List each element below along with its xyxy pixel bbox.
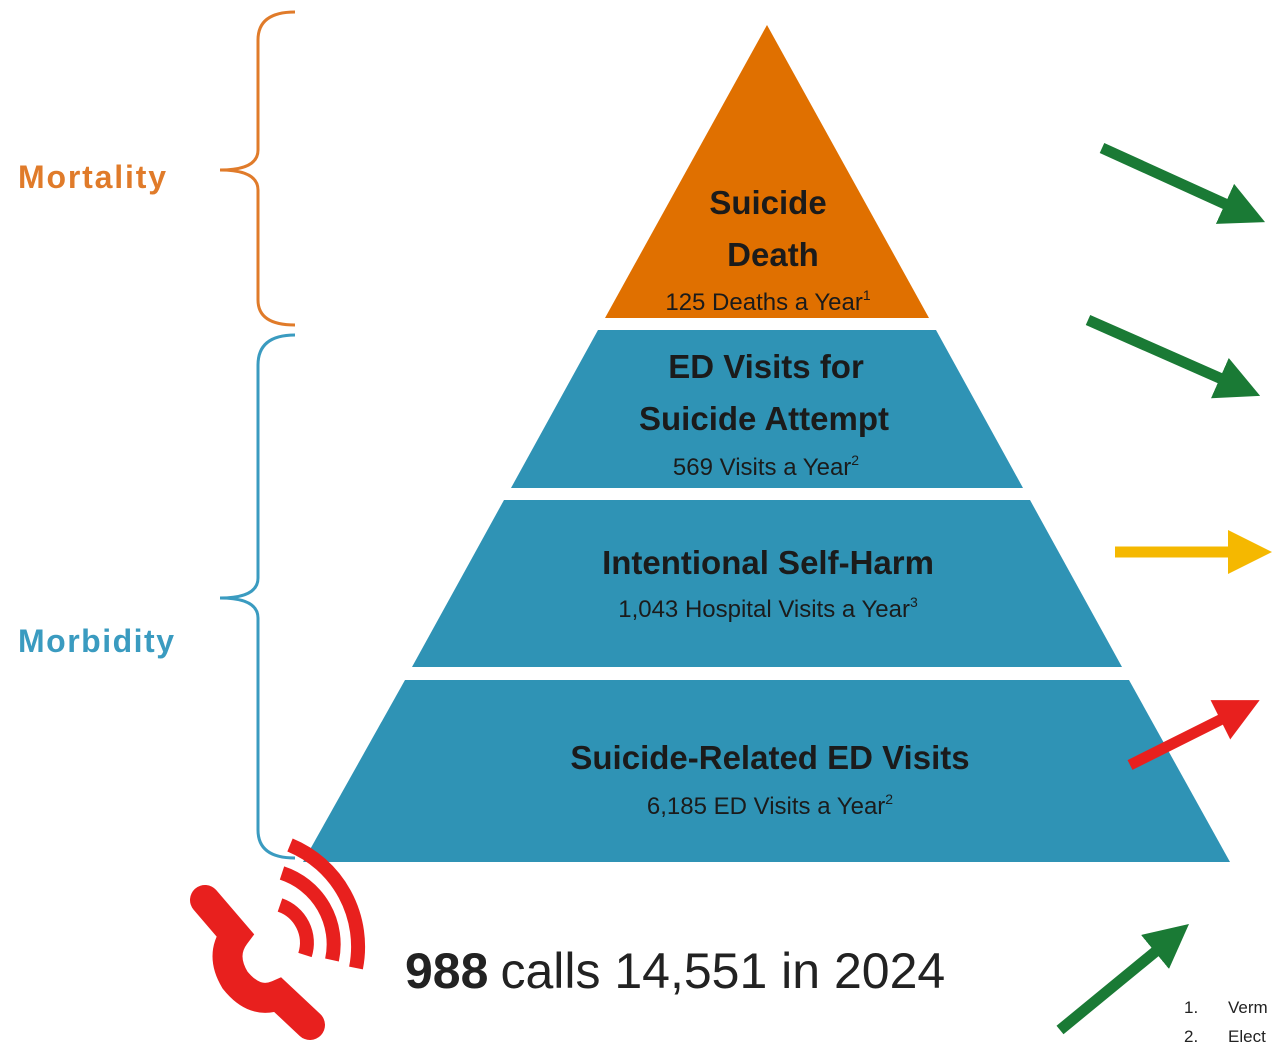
tier-title: Suicide — [709, 184, 826, 221]
trend-arrow — [1085, 314, 1261, 399]
bracket — [219, 333, 296, 860]
trend-arrow — [1099, 142, 1266, 224]
detail-text: 6,185 ED Visits a Year — [647, 793, 885, 820]
note: 3 — [910, 594, 918, 610]
callout-text: calls 14,551 in 2024 — [500, 943, 945, 999]
footnote-text: Verm — [1228, 998, 1268, 1017]
bracket-label: Mortality — [18, 159, 166, 195]
footnote-text: Elect — [1228, 1027, 1266, 1046]
tier-title: ED Visits for — [668, 348, 864, 385]
detail-text: 1,043 Hospital Visits a Year — [618, 596, 910, 623]
tier-shape — [605, 25, 929, 318]
note: 1 — [863, 287, 871, 303]
note: 2 — [851, 452, 859, 468]
detail-text: 125 Deaths a Year — [665, 289, 863, 316]
footnote-number: 2. — [1184, 1027, 1198, 1046]
tier-detail: 6,185 ED Visits a Year2 — [647, 791, 893, 820]
tier-title: Suicide Attempt — [639, 400, 889, 437]
bracket — [219, 10, 296, 327]
phone-icon — [190, 838, 366, 1040]
tier-shape — [511, 330, 1023, 488]
bracket-label: Morbidity — [18, 623, 174, 659]
trend-arrow — [1056, 924, 1189, 1035]
tier-detail: 125 Deaths a Year1 — [665, 287, 871, 316]
footnote-number: 1. — [1184, 998, 1198, 1017]
trend-arrow — [1127, 700, 1260, 770]
callout: 988 calls 14,551 in 2024 — [405, 943, 945, 999]
tier-detail: 569 Visits a Year2 — [673, 452, 859, 481]
tier-detail: 1,043 Hospital Visits a Year3 — [618, 594, 918, 623]
tier-title: Death — [727, 236, 819, 273]
detail-text: 569 Visits a Year — [673, 454, 851, 481]
tier-title: Intentional Self-Harm — [602, 544, 934, 581]
tier-shape — [303, 680, 1230, 862]
tier-shape — [412, 500, 1122, 667]
note: 2 — [885, 791, 893, 807]
tier-title: Suicide-Related ED Visits — [570, 739, 969, 776]
callout-number: 988 — [405, 943, 488, 999]
